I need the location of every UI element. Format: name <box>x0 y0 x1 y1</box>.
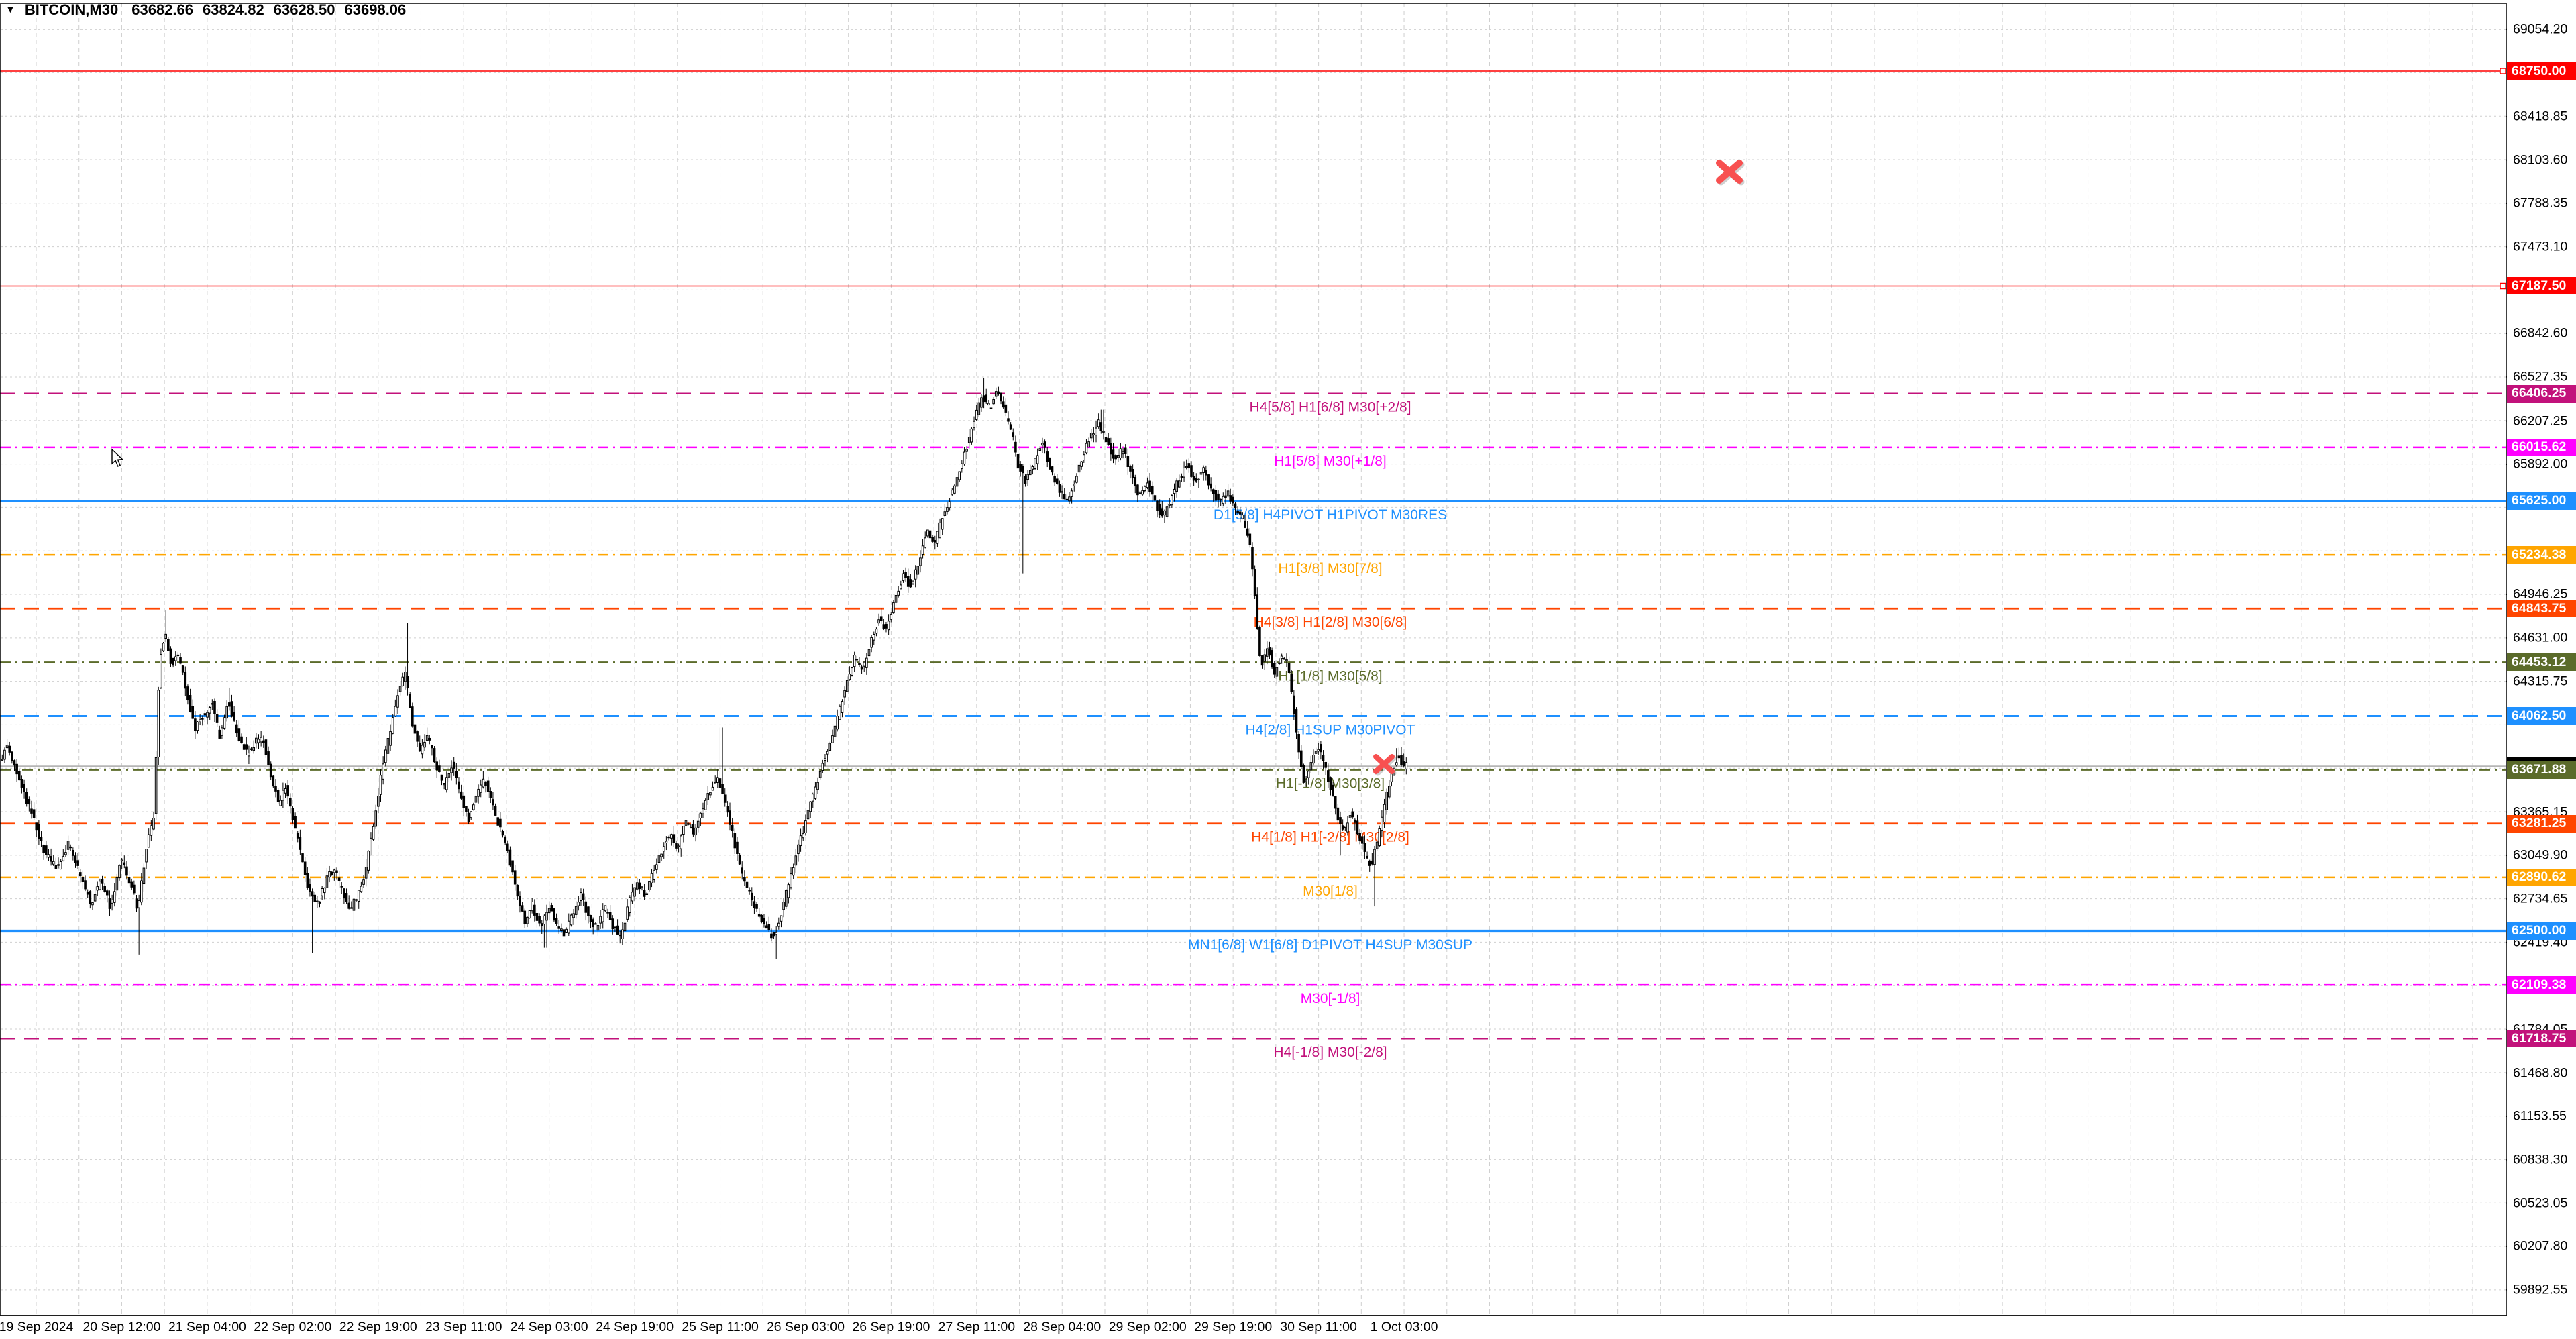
price-axis-tick: 66527.35 <box>2513 369 2568 384</box>
price-axis-tick: 60207.80 <box>2513 1238 2568 1254</box>
level-price-tag: 68750.00 <box>2507 62 2576 80</box>
quote-open: 63682.66 <box>131 1 193 18</box>
level-price-tag: 63671.88 <box>2507 761 2576 779</box>
x-mark-annotation[interactable] <box>1716 160 1745 186</box>
level-label: H1[1/8] M30[5/8] <box>1278 668 1382 684</box>
candles <box>1 378 1408 959</box>
time-axis-label: 22 Sep 19:00 <box>339 1320 417 1334</box>
level-label: H4[5/8] H1[6/8] M30[+2/8] <box>1249 400 1411 415</box>
price-axis-tick: 61153.55 <box>2513 1108 2567 1124</box>
time-axis-label: 26 Sep 19:00 <box>852 1320 930 1334</box>
price-axis-tick: 68103.60 <box>2513 152 2568 168</box>
time-axis-label: 21 Sep 04:00 <box>168 1320 246 1334</box>
price-axis-tick: 64315.75 <box>2513 674 2568 689</box>
level-label: M30[1/8] <box>1303 883 1358 899</box>
level-label: H4[-1/8] M30[-2/8] <box>1273 1045 1387 1060</box>
time-axis-label: 29 Sep 02:00 <box>1108 1320 1187 1334</box>
price-axis-tick: 68418.85 <box>2513 109 2568 124</box>
level-price-tag: 65625.00 <box>2507 492 2576 510</box>
plot-border <box>0 3 2507 1316</box>
level-label: M30[-1/8] <box>1301 991 1360 1006</box>
level-label: D1[5/8] H4PIVOT H1PIVOT M30RES <box>1214 507 1447 523</box>
price-axis-tick: 69054.20 <box>2513 21 2568 37</box>
level-label: H4[2/8] H1SUP M30PIVOT <box>1246 722 1415 737</box>
quote-info: ▼ BITCOIN,M30 63682.66 63824.82 63628.50… <box>5 1 406 19</box>
price-axis-tick: 67473.10 <box>2513 239 2568 254</box>
level-price-tag: 64453.12 <box>2507 653 2576 672</box>
price-axis-tick: 61468.80 <box>2513 1065 2568 1081</box>
level-price-tag: 61718.75 <box>2507 1030 2576 1048</box>
price-axis-tick: 66842.60 <box>2513 325 2568 341</box>
time-axis-label: 19 Sep 2024 <box>0 1320 74 1334</box>
time-axis-label: 29 Sep 19:00 <box>1194 1320 1273 1334</box>
level-price-tag: 62109.38 <box>2507 976 2576 994</box>
time-axis-label: 24 Sep 03:00 <box>510 1320 588 1334</box>
level-price-tag: 64062.50 <box>2507 707 2576 725</box>
symbol-dropdown-icon[interactable]: ▼ <box>5 4 15 15</box>
level-price-tag: 66406.25 <box>2507 384 2576 403</box>
time-axis-label: 26 Sep 03:00 <box>766 1320 845 1334</box>
level-label: H4[1/8] H1[-2/8] M30[2/8] <box>1251 830 1409 845</box>
time-axis-label: 23 Sep 11:00 <box>425 1320 502 1334</box>
price-axis-tick: 66207.25 <box>2513 413 2568 429</box>
level-price-tag: 62890.62 <box>2507 868 2576 886</box>
level-price-tag: 67187.50 <box>2507 277 2576 295</box>
time-axis-label: 27 Sep 11:00 <box>938 1320 1016 1334</box>
level-label: H4[3/8] H1[2/8] M30[6/8] <box>1254 614 1407 630</box>
time-axis-label: 22 Sep 02:00 <box>254 1320 332 1334</box>
price-axis-tick: 62734.65 <box>2513 891 2568 906</box>
level-price-tag: 66015.62 <box>2507 438 2576 456</box>
level-label: H1[5/8] M30[+1/8] <box>1274 453 1387 469</box>
level-price-tag: 65234.38 <box>2507 546 2576 564</box>
price-axis-tick: 64631.00 <box>2513 630 2568 645</box>
time-axis-label: 20 Sep 12:00 <box>83 1320 161 1334</box>
price-axis[interactable]: 69054.20 68418.85 68103.60 67788.35 67473.10… <box>2507 0 2576 1316</box>
price-axis-tick: 67788.35 <box>2513 195 2568 211</box>
time-axis-label: 25 Sep 11:00 <box>682 1320 759 1334</box>
symbol-period-label: BITCOIN,M30 <box>24 1 119 18</box>
x-mark-annotation[interactable] <box>1373 754 1397 776</box>
quote-low: 63628.50 <box>273 1 335 18</box>
price-axis-tick: 60523.05 <box>2513 1195 2568 1210</box>
time-axis-label: 30 Sep 11:00 <box>1280 1320 1357 1334</box>
level-label: H1[3/8] M30[7/8] <box>1278 561 1382 576</box>
level-label: MN1[6/8] W1[6/8] D1PIVOT H4SUP M30SUP <box>1188 937 1472 953</box>
price-axis-tick: 64946.25 <box>2513 586 2568 602</box>
level-price-tag: 63281.25 <box>2507 814 2576 833</box>
time-axis[interactable]: 19 Sep 2024 20 Sep 12:00 21 Sep 04:00 22 Se… <box>0 1316 2576 1339</box>
time-axis-label: 1 Oct 03:00 <box>1370 1320 1438 1334</box>
price-axis-tick: 60838.30 <box>2513 1152 2568 1167</box>
price-axis-tick: 63049.90 <box>2513 847 2568 863</box>
level-lines[interactable] <box>0 68 2506 1040</box>
quote-high: 63824.82 <box>202 1 264 18</box>
time-axis-label: 28 Sep 04:00 <box>1023 1320 1102 1334</box>
quote-close: 63698.06 <box>344 1 407 18</box>
time-axis-label: 24 Sep 19:00 <box>596 1320 674 1334</box>
level-price-tag: 64843.75 <box>2507 600 2576 618</box>
grid-lines <box>1 3 2506 1316</box>
price-axis-tick: 59892.55 <box>2513 1282 2568 1297</box>
mouse-cursor <box>111 448 124 467</box>
level-price-tag: 62500.00 <box>2507 922 2576 940</box>
price-axis-tick: 65892.00 <box>2513 456 2568 472</box>
